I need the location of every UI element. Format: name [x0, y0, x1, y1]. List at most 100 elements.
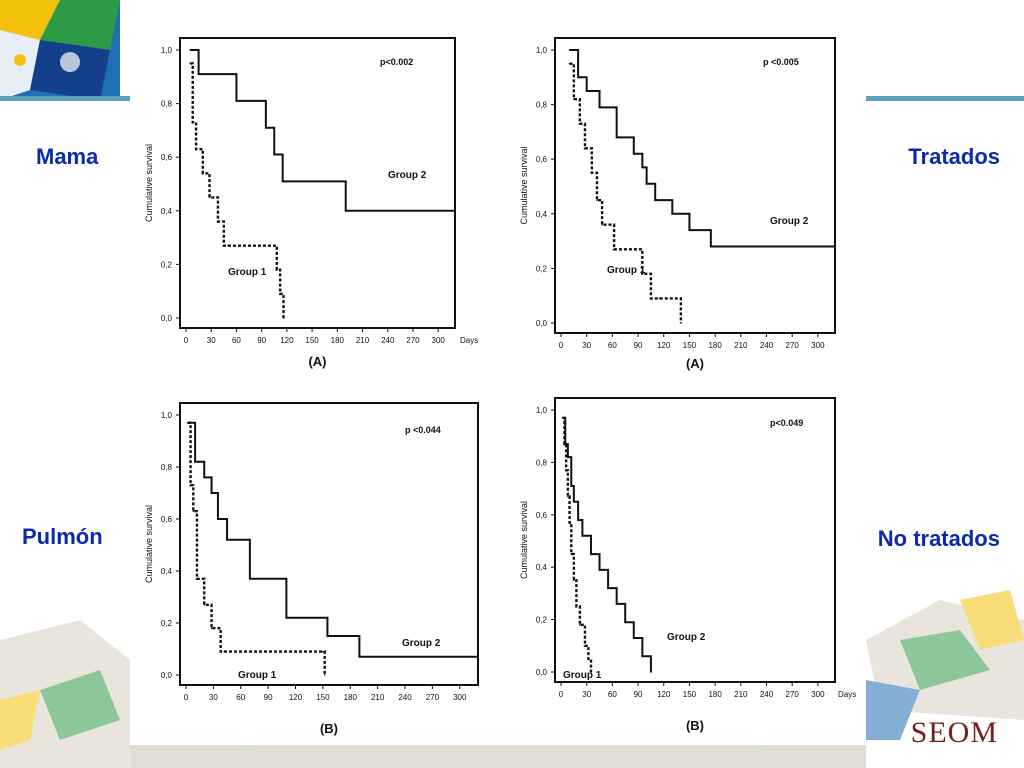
data-point [189, 49, 192, 51]
data-point [564, 443, 567, 445]
data-point [641, 655, 644, 658]
data-point [226, 539, 228, 541]
y-tick-label: 0,8 [161, 100, 173, 109]
y-tick-label: 0,2 [536, 264, 548, 273]
data-point [203, 476, 206, 479]
data-point [710, 245, 712, 248]
data-point [834, 245, 836, 248]
data-point [598, 106, 601, 109]
data-point [650, 297, 652, 300]
y-tick-label: 0,4 [536, 563, 548, 572]
panel-title: (A) [686, 356, 704, 371]
x-tick-label: 270 [786, 341, 800, 350]
x-axis-label: Days [460, 336, 478, 345]
data-point [601, 223, 603, 226]
y-tick-label: 1,0 [161, 46, 173, 55]
column-label-no-tratados: No tratados [877, 526, 1000, 551]
data-point [671, 213, 674, 215]
chart-panel-mama-no-tratados: 0,0 0,2 0,4 0,6 0,8 1,0 0 30 60 90 120 150 180 210 240… [515, 30, 845, 375]
data-point [577, 76, 579, 79]
data-point [573, 500, 575, 503]
data-point [568, 62, 571, 65]
series-label-group-2: Group 2 [402, 638, 441, 649]
data-point [654, 199, 656, 201]
data-point [567, 495, 569, 498]
x-tick-label: 240 [760, 690, 774, 699]
survival-chart-mama-tratados: 0,0 0,2 0,4 0,6 0,8 1,0 0 30 60 90 120 150 180 210 240… [144, 37, 478, 369]
data-point [570, 553, 573, 555]
data-point [208, 196, 211, 199]
x-tick-label: 30 [582, 341, 591, 350]
x-tick-label: 90 [257, 336, 266, 345]
x-tick-label: 0 [559, 341, 564, 350]
series-label-group-2: Group 2 [770, 216, 809, 227]
x-axis-label: Days [838, 690, 856, 699]
series-label-group-1: Group 1 [607, 265, 646, 276]
data-point [477, 656, 479, 658]
y-tick-label: 0,4 [161, 567, 173, 576]
y-tick-label: 0,4 [536, 210, 548, 219]
row-label-mama: Mama [36, 144, 99, 169]
data-point [591, 172, 593, 174]
y-tick-label: 0,6 [536, 155, 548, 164]
chart-panel-pulmon-tratados: 0,0 0,2 0,4 0,6 0,8 1,0 0 30 60 90 120 150 180 210 240… [140, 395, 485, 745]
series-label-group-2: Group 2 [388, 170, 427, 181]
data-point [282, 317, 285, 319]
y-tick-label: 1,0 [161, 411, 173, 420]
data-point [187, 422, 189, 424]
data-point [581, 534, 584, 537]
x-tick-label: 30 [209, 693, 218, 702]
p-value-annotation: p<0.049 [770, 418, 803, 428]
x-tick-label: 210 [734, 690, 748, 699]
data-point [219, 650, 222, 653]
data-point [579, 624, 581, 626]
p-value-annotation: p <0.005 [763, 57, 799, 67]
x-tick-label: 120 [280, 336, 294, 345]
data-point [641, 166, 644, 169]
data-point [281, 180, 284, 183]
x-tick-label: 180 [344, 693, 358, 702]
data-point [573, 98, 575, 100]
x-tick-label: 270 [406, 336, 420, 345]
x-tick-label: 300 [811, 690, 825, 699]
y-axis-label: Cumulative survival [519, 146, 529, 224]
data-point [590, 553, 592, 555]
data-point [575, 605, 578, 608]
chart-panel-mama-tratados: 0,0 0,2 0,4 0,6 0,8 1,0 0 30 60 90 120 150 180 210 240… [140, 30, 485, 375]
data-point [570, 485, 573, 487]
x-tick-label: 300 [811, 341, 825, 350]
x-tick-label: 120 [657, 690, 671, 699]
y-tick-label: 0,2 [161, 619, 173, 628]
plot-frame [554, 37, 836, 334]
data-point [579, 122, 581, 125]
y-tick-label: 0,2 [536, 616, 548, 625]
data-point [285, 617, 288, 619]
x-tick-label: 60 [608, 341, 617, 350]
data-point [273, 153, 276, 156]
x-tick-label: 150 [683, 341, 697, 350]
data-point [565, 469, 567, 472]
data-point [587, 658, 590, 660]
data-point [279, 293, 281, 295]
p-value-annotation: p<0.002 [380, 57, 413, 67]
panel-title: (A) [308, 354, 326, 369]
data-point [632, 637, 635, 639]
x-tick-label: 180 [708, 690, 722, 699]
series-line-group-2 [190, 49, 455, 212]
y-tick-label: 0,6 [161, 153, 173, 162]
data-point [585, 90, 588, 92]
x-tick-label: 240 [398, 693, 412, 702]
data-point [573, 579, 575, 582]
x-tick-label: 60 [608, 690, 617, 699]
data-point [680, 322, 682, 324]
top-rule-left [0, 96, 130, 101]
data-point [322, 650, 324, 653]
data-point [632, 152, 635, 155]
data-point [645, 182, 648, 185]
series-label-group-1: Group 1 [563, 670, 602, 681]
data-point [615, 603, 618, 605]
data-point [191, 121, 194, 124]
x-tick-label: 150 [316, 693, 330, 702]
data-point [223, 650, 226, 653]
